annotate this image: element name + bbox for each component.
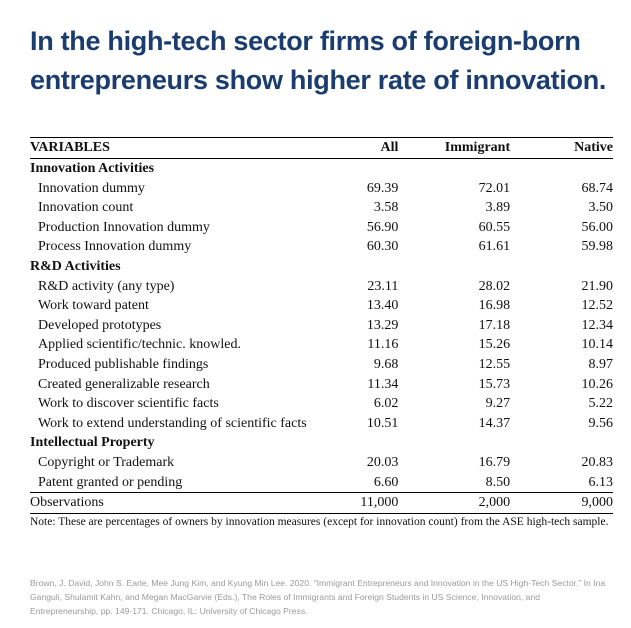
cell-all: 10.51 <box>366 415 399 431</box>
cell-immigrant: 17.18 <box>478 317 511 333</box>
table-row: Copyright or Trademark 20.03 16.79 20.83 <box>30 453 613 473</box>
row-label: Innovation count <box>38 200 134 216</box>
observations-immigrant: 2,000 <box>398 492 511 514</box>
cell-immigrant: 16.98 <box>478 298 511 314</box>
row-label: Work toward patent <box>38 298 149 314</box>
cell-all: 13.40 <box>366 298 399 314</box>
cell-immigrant: 3.89 <box>485 200 511 216</box>
table-row: Developed prototypes 13.29 17.18 12.34 <box>30 316 613 336</box>
table-row: Innovation count 3.58 3.89 3.50 <box>30 198 613 218</box>
header-all: All <box>350 137 399 159</box>
cell-immigrant: 16.79 <box>478 454 511 470</box>
table-row: Work to discover scientific facts 6.02 9.2… <box>30 394 613 414</box>
table-body: Innovation Activities Innovation dummy 69.… <box>30 159 613 514</box>
cell-all: 23.11 <box>367 278 399 294</box>
row-label: Produced publishable findings <box>38 356 209 372</box>
section-label: Intellectual Property <box>30 435 155 451</box>
table-row: Produced publishable findings 9.68 12.55 8.… <box>30 355 613 375</box>
cell-immigrant: 28.02 <box>478 278 511 294</box>
row-label: Applied scientific/technic. knowled. <box>38 337 241 353</box>
table-note: Note: These are percentages of owners by… <box>30 516 609 528</box>
title-line-2: entrepreneurs show higher rate of innova… <box>30 65 607 95</box>
cell-native: 12.34 <box>581 317 614 333</box>
cell-immigrant: 15.26 <box>478 337 511 353</box>
cell-native: 3.50 <box>588 200 614 216</box>
table-row: Work to extend understanding of scientif… <box>30 414 613 434</box>
cell-all: 56.90 <box>366 219 399 235</box>
row-label: Created generalizable research <box>38 376 210 392</box>
cell-native: 59.98 <box>581 239 614 255</box>
cell-native: 12.52 <box>581 298 614 314</box>
section-label: R&D Activities <box>30 258 121 274</box>
observations-native: 9,000 <box>510 492 613 514</box>
cell-immigrant: 14.37 <box>478 415 511 431</box>
cell-all: 13.29 <box>366 317 399 333</box>
cell-all: 11.16 <box>367 337 399 353</box>
cell-all: 69.39 <box>366 180 399 196</box>
cell-native: 8.97 <box>588 356 614 372</box>
table-row: Work toward patent 13.40 16.98 12.52 <box>30 296 613 316</box>
header-immigrant: Immigrant <box>398 137 511 159</box>
cell-immigrant: 15.73 <box>478 376 511 392</box>
cell-immigrant: 9.27 <box>485 396 511 412</box>
cell-native: 10.26 <box>581 376 614 392</box>
cell-immigrant: 61.61 <box>478 239 511 255</box>
section-row: R&D Activities <box>30 257 613 277</box>
page-title: In the high-tech sector firms of foreign… <box>30 22 620 100</box>
table-row: Applied scientific/technic. knowled. 11.1… <box>30 335 613 355</box>
cell-all: 60.30 <box>366 239 399 255</box>
cell-native: 10.14 <box>581 337 614 353</box>
header-variables: VARIABLES <box>30 137 351 159</box>
title-line-1: In the high-tech sector firms of foreign… <box>30 26 581 56</box>
cell-all: 11.34 <box>367 376 399 392</box>
observations-all: 11,000 <box>350 492 399 514</box>
observations-row: Observations 11,000 2,000 9,000 <box>30 492 613 514</box>
cell-all: 20.03 <box>366 454 399 470</box>
cell-native: 6.13 <box>588 474 614 490</box>
row-label: R&D activity (any type) <box>38 278 175 294</box>
table-row: Patent granted or pending 6.60 8.50 6.13 <box>30 473 613 493</box>
cell-all: 6.60 <box>373 474 399 490</box>
row-label: Patent granted or pending <box>38 474 183 490</box>
citation: Brown, J. David, John S. Earle, Mee Jung… <box>30 578 606 616</box>
row-label: Innovation dummy <box>38 180 145 196</box>
cell-all: 9.68 <box>373 356 399 372</box>
cell-all: 3.58 <box>373 200 399 216</box>
section-label: Innovation Activities <box>30 161 155 176</box>
table-row: Innovation dummy 69.39 72.01 68.74 <box>30 179 613 199</box>
row-label: Work to discover scientific facts <box>38 396 219 412</box>
section-row: Innovation Activities <box>30 159 613 179</box>
row-label: Copyright or Trademark <box>38 454 175 470</box>
table-row: Process Innovation dummy 60.30 61.61 59.98 <box>30 237 613 257</box>
cell-native: 21.90 <box>581 278 614 294</box>
observations-label: Observations <box>30 492 351 514</box>
cell-native: 56.00 <box>581 219 614 235</box>
cell-native: 68.74 <box>581 180 614 196</box>
cell-native: 5.22 <box>588 396 614 412</box>
section-row: Intellectual Property <box>30 433 613 453</box>
row-label: Developed prototypes <box>38 317 162 333</box>
cell-immigrant: 60.55 <box>478 219 511 235</box>
table-row: Created generalizable research 11.34 15.73… <box>30 375 613 395</box>
cell-all: 6.02 <box>373 396 399 412</box>
row-label: Process Innovation dummy <box>38 239 192 255</box>
cell-immigrant: 12.55 <box>478 356 511 372</box>
innovation-table: VARIABLES All Immigrant Native Innovatio… <box>30 137 613 514</box>
row-label: Production Innovation dummy <box>38 219 210 235</box>
cell-native: 9.56 <box>588 415 614 431</box>
header-native: Native <box>510 137 613 159</box>
table-row: Production Innovation dummy 56.90 60.55 56.… <box>30 218 613 238</box>
cell-immigrant: 72.01 <box>478 180 511 196</box>
header-row: VARIABLES All Immigrant Native <box>30 137 613 159</box>
cell-immigrant: 8.50 <box>485 474 511 490</box>
table-row: R&D activity (any type) 23.11 28.02 21.90 <box>30 277 613 297</box>
cell-native: 20.83 <box>581 454 614 470</box>
row-label: Work to extend understanding of scientif… <box>38 415 307 431</box>
